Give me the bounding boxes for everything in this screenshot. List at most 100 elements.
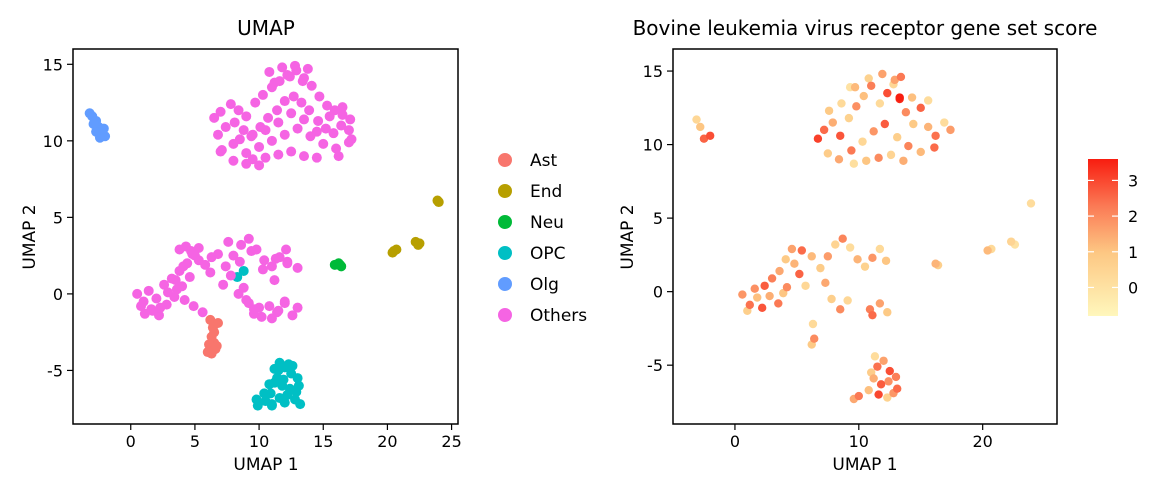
umap-point (272, 105, 283, 116)
score-y-axis: -5 0 5 10 15 (643, 62, 673, 375)
umap-point (320, 123, 331, 134)
umap-point (257, 89, 268, 100)
umap-point (229, 117, 240, 128)
umap-point (254, 302, 265, 313)
score-x-tick-label: 20 (972, 432, 992, 451)
umap-point (269, 275, 280, 286)
umap-y-axis: -5 0 5 10 15 (43, 55, 73, 380)
score-point (845, 243, 855, 252)
umap-point (281, 244, 292, 255)
umap-point (292, 373, 303, 384)
legend-label: Others (530, 306, 587, 326)
score-point (753, 293, 762, 302)
umap-point (241, 111, 252, 122)
legend-label: Olg (530, 275, 559, 295)
score-point (931, 259, 940, 268)
umap-point (238, 125, 249, 136)
score-point (881, 256, 891, 265)
score-point (831, 240, 840, 249)
umap-point (252, 400, 263, 411)
umap-point (155, 302, 166, 313)
score-point (880, 119, 890, 129)
umap-point (209, 327, 220, 338)
score-plot-frame (672, 48, 1058, 425)
umap-point (228, 155, 239, 166)
score-point (775, 266, 784, 276)
score-point (869, 374, 878, 383)
umap-point (273, 305, 284, 316)
umap-x-tick-label: 0 (126, 432, 136, 451)
score-point (869, 127, 878, 136)
umap-point (147, 305, 158, 316)
umap-point (209, 112, 220, 123)
score-point (807, 252, 816, 261)
umap-point (297, 76, 308, 87)
score-point (790, 259, 799, 268)
umap-x-axis: 0 5 10 15 20 25 (126, 424, 462, 451)
umap-point (273, 149, 284, 160)
umap-point (236, 239, 247, 250)
colorbar-tick-label: 1 (1128, 243, 1138, 262)
score-point (797, 246, 807, 255)
score-point (940, 118, 949, 127)
score-point (883, 88, 892, 98)
score-point (824, 106, 834, 115)
umap-plot-frame (72, 48, 459, 425)
umap-point (282, 389, 293, 400)
colorbar-tick-label: 0 (1128, 278, 1138, 297)
score-x-tick-label: 0 (730, 432, 740, 451)
umap-point (296, 97, 307, 108)
series-olg (84, 108, 111, 143)
umap-point (259, 255, 270, 266)
umap-point (311, 126, 322, 137)
score-point (891, 372, 901, 382)
umap-point (260, 125, 271, 136)
score-point (819, 125, 829, 135)
umap-point (322, 100, 333, 111)
score-point (875, 99, 885, 108)
score-point (876, 380, 886, 389)
score-point (745, 300, 754, 310)
score-point (916, 103, 925, 113)
colorbar-ticks: 0 1 2 3 (1088, 171, 1138, 297)
score-point (774, 299, 783, 308)
umap-title: UMAP (237, 16, 295, 40)
score-y-tick-label: 10 (643, 136, 663, 155)
score-point (858, 137, 867, 146)
umap-point (279, 298, 290, 309)
umap-point (246, 246, 257, 257)
score-point (864, 74, 873, 83)
score-point (738, 290, 747, 299)
umap-point (299, 114, 309, 125)
score-point (923, 122, 933, 132)
umap-point (313, 115, 324, 126)
umap-point (283, 359, 294, 370)
umap-point (278, 374, 289, 385)
umap-y-tick-label: 0 (53, 285, 63, 304)
colorbar-tick-label: 2 (1128, 207, 1138, 226)
score-point (821, 278, 830, 288)
score-point (696, 122, 705, 132)
umap-point (286, 146, 297, 157)
score-x-axis: 0 10 20 (730, 424, 993, 451)
score-point (692, 115, 701, 124)
umap-point (266, 261, 277, 272)
umap-point (256, 311, 267, 322)
score-points-layer (692, 69, 1036, 404)
umap-point (288, 91, 299, 102)
umap-point (295, 399, 306, 410)
score-point (875, 244, 885, 254)
umap-point (286, 108, 297, 119)
legend-label: End (530, 182, 562, 202)
umap-point (179, 295, 190, 306)
umap-point (302, 63, 313, 74)
score-point (808, 319, 818, 329)
score-point (883, 393, 892, 402)
umap-point (202, 347, 213, 358)
umap-point (254, 141, 265, 152)
series-ast (202, 314, 224, 359)
umap-point (279, 397, 290, 408)
umap-point (324, 111, 335, 122)
legend-label: OPC (530, 244, 566, 264)
umap-point (238, 265, 249, 276)
